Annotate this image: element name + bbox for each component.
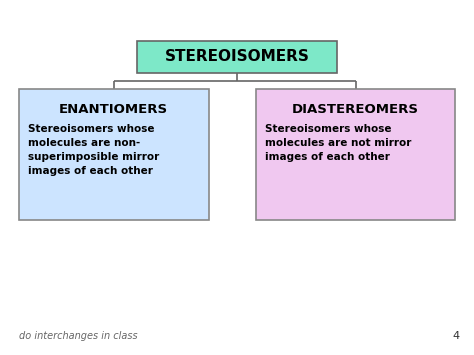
Text: Stereoisomers whose
molecules are not mirror
images of each other: Stereoisomers whose molecules are not mi… xyxy=(265,124,412,162)
Text: Stereoisomers whose
molecules are non-
superimposible mirror
images of each othe: Stereoisomers whose molecules are non- s… xyxy=(28,124,160,176)
Text: 4: 4 xyxy=(453,331,460,341)
Text: ENANTIOMERS: ENANTIOMERS xyxy=(59,103,168,116)
Text: DIASTEREOMERS: DIASTEREOMERS xyxy=(292,103,419,116)
FancyBboxPatch shape xyxy=(137,41,337,73)
FancyBboxPatch shape xyxy=(19,89,209,220)
FancyBboxPatch shape xyxy=(256,89,455,220)
Text: STEREOISOMERS: STEREOISOMERS xyxy=(164,49,310,64)
Text: do interchanges in class: do interchanges in class xyxy=(19,331,137,341)
